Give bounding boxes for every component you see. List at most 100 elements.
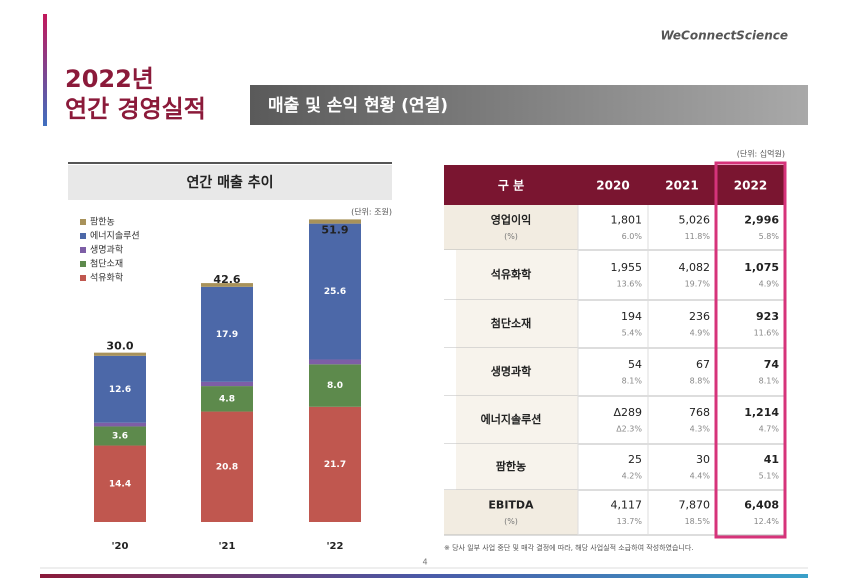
total-label: 51.9 (321, 223, 348, 236)
footer-bar (40, 574, 808, 578)
data-label: 17.9 (216, 330, 238, 340)
chart-unit: (단위: 조원) (351, 207, 392, 217)
row-label-bg (444, 490, 578, 535)
highlight-box (714, 161, 787, 539)
x-tick-label: '22 (327, 541, 344, 552)
row-label: 에너지솔루션 (481, 412, 542, 426)
bar-segment (201, 286, 253, 382)
cell-value: 1,075 (744, 261, 779, 274)
cell-pct: 5.4% (622, 329, 643, 338)
data-label: 3.6 (112, 431, 128, 441)
cell-value: 1,214 (744, 406, 779, 419)
cell-pct: 4.4% (690, 472, 711, 481)
cell-pct: 5.8% (759, 232, 780, 241)
data-label: 4.8 (219, 394, 235, 404)
row-label: 첨단소재 (491, 316, 531, 330)
row-indent (444, 348, 456, 396)
data-label: 8.0 (327, 381, 343, 391)
accent-bar (43, 14, 47, 126)
bar-segment (309, 406, 361, 522)
legend-swatch (80, 233, 86, 239)
legend-label: 생명과학 (90, 245, 123, 256)
cell-pct: 18.5% (685, 517, 711, 526)
data-label: 12.6 (109, 385, 131, 395)
row-label-bg (444, 396, 578, 444)
cell-value: 4,117 (611, 499, 643, 512)
cell-pct: 13.7% (617, 517, 643, 526)
cell-value: 25 (628, 453, 642, 466)
cell-value: 41 (764, 453, 779, 466)
bar-segment (201, 411, 253, 522)
row-indent (444, 396, 456, 444)
cell-value: Δ289 (613, 406, 642, 419)
chart-title: 연간 매출 추이 (186, 174, 273, 191)
bar-segment (201, 386, 253, 412)
cell-value: 74 (764, 358, 780, 371)
cell-pct: 8.1% (759, 377, 780, 386)
bar-segment (94, 426, 146, 446)
table-unit: (단위: 십억원) (737, 149, 785, 159)
legend-swatch (80, 275, 86, 281)
title: 연간 경영실적 (65, 95, 206, 123)
cell-pct: 5.1% (759, 472, 780, 481)
data-label: 0.7 (219, 273, 235, 283)
row-indent (444, 300, 456, 348)
cell-pct: 6.0% (622, 232, 643, 241)
cell-value: 1,801 (611, 214, 643, 227)
cell-value: 923 (756, 310, 779, 323)
data-label: 0.8 (327, 209, 343, 219)
cell-pct: 4.7% (759, 425, 780, 434)
row-sub: (%) (504, 232, 518, 241)
cell-pct: 19.7% (685, 280, 711, 289)
legend-label: 첨단소재 (90, 259, 123, 270)
row-label: 생명과학 (491, 364, 531, 378)
legend-label: 석유화학 (90, 273, 123, 284)
cell-pct: 4.9% (759, 280, 780, 289)
cell-pct: 13.6% (617, 280, 643, 289)
cell-value: 5,026 (679, 214, 711, 227)
title: 2022년 (65, 65, 154, 93)
cell-value: 1,955 (611, 261, 643, 274)
cell-pct: 8.1% (622, 377, 643, 386)
row-indent (444, 250, 456, 300)
cell-value: 67 (696, 358, 710, 371)
chart-title-bg (68, 165, 392, 200)
cell-value: 236 (689, 310, 710, 323)
banner-text: 매출 및 손익 현황 (연결) (268, 96, 448, 116)
row-label: 영업이익 (491, 213, 531, 227)
cell-pct: 11.8% (685, 232, 711, 241)
page-number: 4 (422, 558, 427, 567)
legend-label: 에너지솔루션 (90, 231, 140, 242)
x-tick-label: '20 (112, 541, 129, 552)
row-label-bg (444, 250, 578, 300)
cell-value: 2,996 (744, 214, 779, 227)
cell-value: 6,408 (744, 499, 779, 512)
row-label: EBITDA (488, 499, 534, 512)
table-header-bg (444, 165, 785, 205)
total-label: 30.0 (106, 340, 133, 353)
table-header: 2020 (596, 179, 629, 193)
cell-pct: 12.4% (754, 517, 780, 526)
cell-value: 4,082 (679, 261, 711, 274)
legend-swatch (80, 261, 86, 267)
cell-pct: 8.8% (690, 377, 711, 386)
legend-swatch (80, 219, 86, 225)
row-label: 석유화학 (491, 267, 531, 281)
cell-pct: 4.2% (622, 472, 643, 481)
note: ※ 당사 일부 사업 중단 및 매각 결정에 따라, 해당 사업실적 소급하여 … (444, 543, 694, 552)
legend-label: 팜한농 (90, 217, 115, 228)
table-header: 구 분 (498, 179, 524, 193)
row-indent (444, 444, 456, 490)
bar-segment (94, 352, 146, 356)
bar-segment (309, 223, 361, 360)
data-label: 14.4 (109, 479, 131, 489)
logo: WeConnectScience (660, 29, 788, 43)
data-label: 0.6 (112, 342, 128, 352)
bar-segment (309, 219, 361, 224)
bar-segment (94, 445, 146, 522)
row-label-bg (444, 205, 578, 250)
cell-value: 30 (696, 453, 710, 466)
row-label-bg (444, 300, 578, 348)
row-label: 팜한농 (496, 459, 526, 473)
